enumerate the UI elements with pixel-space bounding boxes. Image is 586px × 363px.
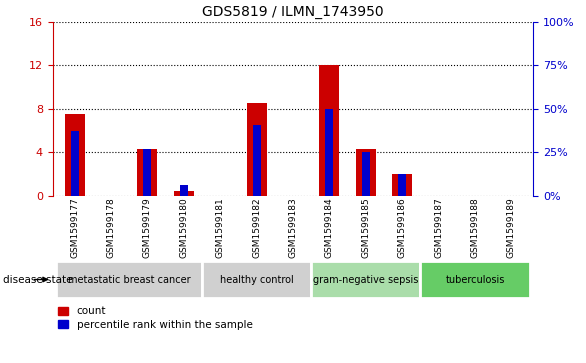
Text: GSM1599178: GSM1599178	[107, 197, 115, 258]
Bar	[398, 174, 406, 196]
Text: GSM1599187: GSM1599187	[434, 197, 443, 258]
Bar	[64, 114, 84, 196]
Text: GSM1599180: GSM1599180	[179, 197, 188, 258]
FancyBboxPatch shape	[202, 261, 311, 298]
Bar	[144, 149, 151, 196]
Bar	[253, 125, 261, 196]
Text: GSM1599177: GSM1599177	[70, 197, 79, 258]
Text: GSM1599183: GSM1599183	[288, 197, 298, 258]
Legend: count, percentile rank within the sample: count, percentile rank within the sample	[58, 306, 253, 330]
Bar	[325, 109, 333, 196]
Text: gram-negative sepsis: gram-negative sepsis	[313, 274, 418, 285]
Text: GSM1599188: GSM1599188	[471, 197, 479, 258]
Text: GSM1599189: GSM1599189	[507, 197, 516, 258]
Bar	[137, 149, 158, 196]
Text: healthy control: healthy control	[220, 274, 294, 285]
Title: GDS5819 / ILMN_1743950: GDS5819 / ILMN_1743950	[202, 5, 384, 19]
Bar	[392, 174, 412, 196]
Bar	[174, 191, 194, 196]
FancyBboxPatch shape	[311, 261, 420, 298]
Bar	[70, 131, 79, 196]
Text: GSM1599185: GSM1599185	[362, 197, 370, 258]
FancyBboxPatch shape	[56, 261, 202, 298]
Text: GSM1599184: GSM1599184	[325, 197, 334, 258]
Bar	[362, 152, 370, 196]
Bar	[180, 185, 188, 196]
Text: GSM1599182: GSM1599182	[252, 197, 261, 258]
Bar	[247, 103, 267, 196]
Text: metastatic breast cancer: metastatic breast cancer	[68, 274, 190, 285]
Text: GSM1599181: GSM1599181	[216, 197, 224, 258]
Text: GSM1599179: GSM1599179	[143, 197, 152, 258]
Bar	[319, 65, 339, 196]
Text: GSM1599186: GSM1599186	[398, 197, 407, 258]
FancyBboxPatch shape	[420, 261, 530, 298]
Text: disease state: disease state	[3, 274, 73, 285]
Text: tuberculosis: tuberculosis	[445, 274, 505, 285]
Bar	[356, 149, 376, 196]
